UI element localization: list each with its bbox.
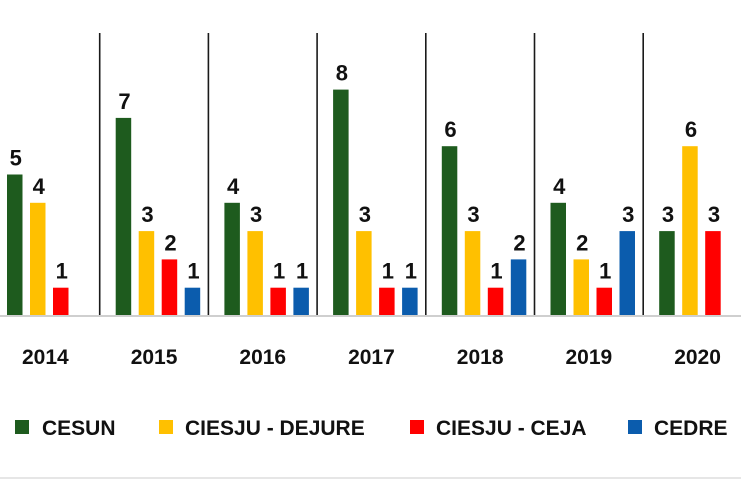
data-label-2014-series-2: 1 [56,259,68,284]
legend-label-1: CIESJU - DEJURE [185,417,365,440]
group-separators [98,33,645,316]
data-label-2018-series-1: 3 [467,202,479,227]
x-tick-label-2014: 2014 [22,346,69,369]
bar-2017-series-0 [333,89,349,316]
x-tick-label-2020: 2020 [674,346,721,369]
data-label-2018-series-2: 1 [490,259,502,284]
legend-swatch-3 [628,420,642,434]
data-label-2017-series-3: 1 [405,259,417,284]
bar-2020-series-1 [682,146,698,316]
data-label-2014-series-0: 5 [10,146,22,171]
bar-2016-series-1 [247,231,263,316]
bar-2014-series-2 [53,287,69,316]
bar-2017-series-1 [356,231,372,316]
legend-label-3: CEDRE [654,417,728,440]
legend-swatch-2 [410,420,424,434]
bar-2019-series-1 [573,259,589,316]
legend-label-0: CESUN [42,417,116,440]
data-label-2017-series-0: 8 [336,61,348,86]
data-label-2017-series-1: 3 [359,202,371,227]
bar-2020-series-2 [705,231,721,316]
data-label-2015-series-1: 3 [141,202,153,227]
bar-2018-series-0 [441,146,458,316]
legend-swatch-1 [159,420,173,434]
bar-2015-series-3 [184,287,201,316]
bar-2015-series-2 [161,259,178,316]
data-label-2020-series-0: 3 [662,202,674,227]
legend-label-2: CIESJU - CEJA [436,417,587,440]
data-label-2019-series-1: 2 [576,230,588,255]
bar-2017-series-3 [402,287,418,316]
bar-2016-series-2 [270,287,286,316]
data-label-2016-series-0: 4 [227,174,240,199]
data-label-2015-series-0: 7 [118,89,130,114]
data-label-2020-series-1: 6 [685,117,697,142]
bar-2020-series-0 [659,231,675,316]
bar-2015-series-0 [115,117,132,317]
data-label-2018-series-0: 6 [444,117,456,142]
bar-2016-series-3 [293,287,309,316]
bar-2014-series-0 [7,174,23,316]
data-label-2019-series-2: 1 [599,259,611,284]
bar-2015-series-1 [138,231,155,316]
data-label-2015-series-3: 1 [187,259,199,284]
data-label-2020-series-2: 3 [708,202,720,227]
data-label-2014-series-1: 4 [33,174,46,199]
x-tick-label-2019: 2019 [565,346,612,369]
bar-2019-series-2 [596,287,612,316]
x-tick-label-2016: 2016 [239,346,286,369]
bar-2019-series-0 [550,202,566,316]
legend-swatch-0 [15,420,29,434]
bar-2018-series-1 [464,231,481,316]
data-label-2016-series-2: 1 [273,259,285,284]
data-label-2019-series-3: 3 [622,202,634,227]
bar-2017-series-2 [379,287,395,316]
legend: CESUN CIESJU - DEJURE CIESJU - CEJA CEDRE [15,417,728,440]
data-label-2018-series-3: 2 [513,230,525,255]
bar-2018-series-2 [487,287,504,316]
data-label-2016-series-1: 3 [250,202,262,227]
bars-group [7,89,721,317]
bar-2019-series-3 [619,231,635,316]
data-label-2015-series-2: 2 [164,230,176,255]
data-label-2019-series-0: 4 [553,174,566,199]
x-tick-label-2017: 2017 [348,346,395,369]
bar-2016-series-0 [224,202,240,316]
x-tick-label-2015: 2015 [131,346,178,369]
x-tick-label-2018: 2018 [457,346,504,369]
data-label-2017-series-2: 1 [382,259,394,284]
bar-2014-series-1 [30,202,46,316]
x-tick-labels-group: 2014 2015 2016 2017 2018 2019 2020 [22,346,721,369]
bar-2018-series-3 [510,259,527,316]
data-label-2016-series-3: 1 [296,259,308,284]
